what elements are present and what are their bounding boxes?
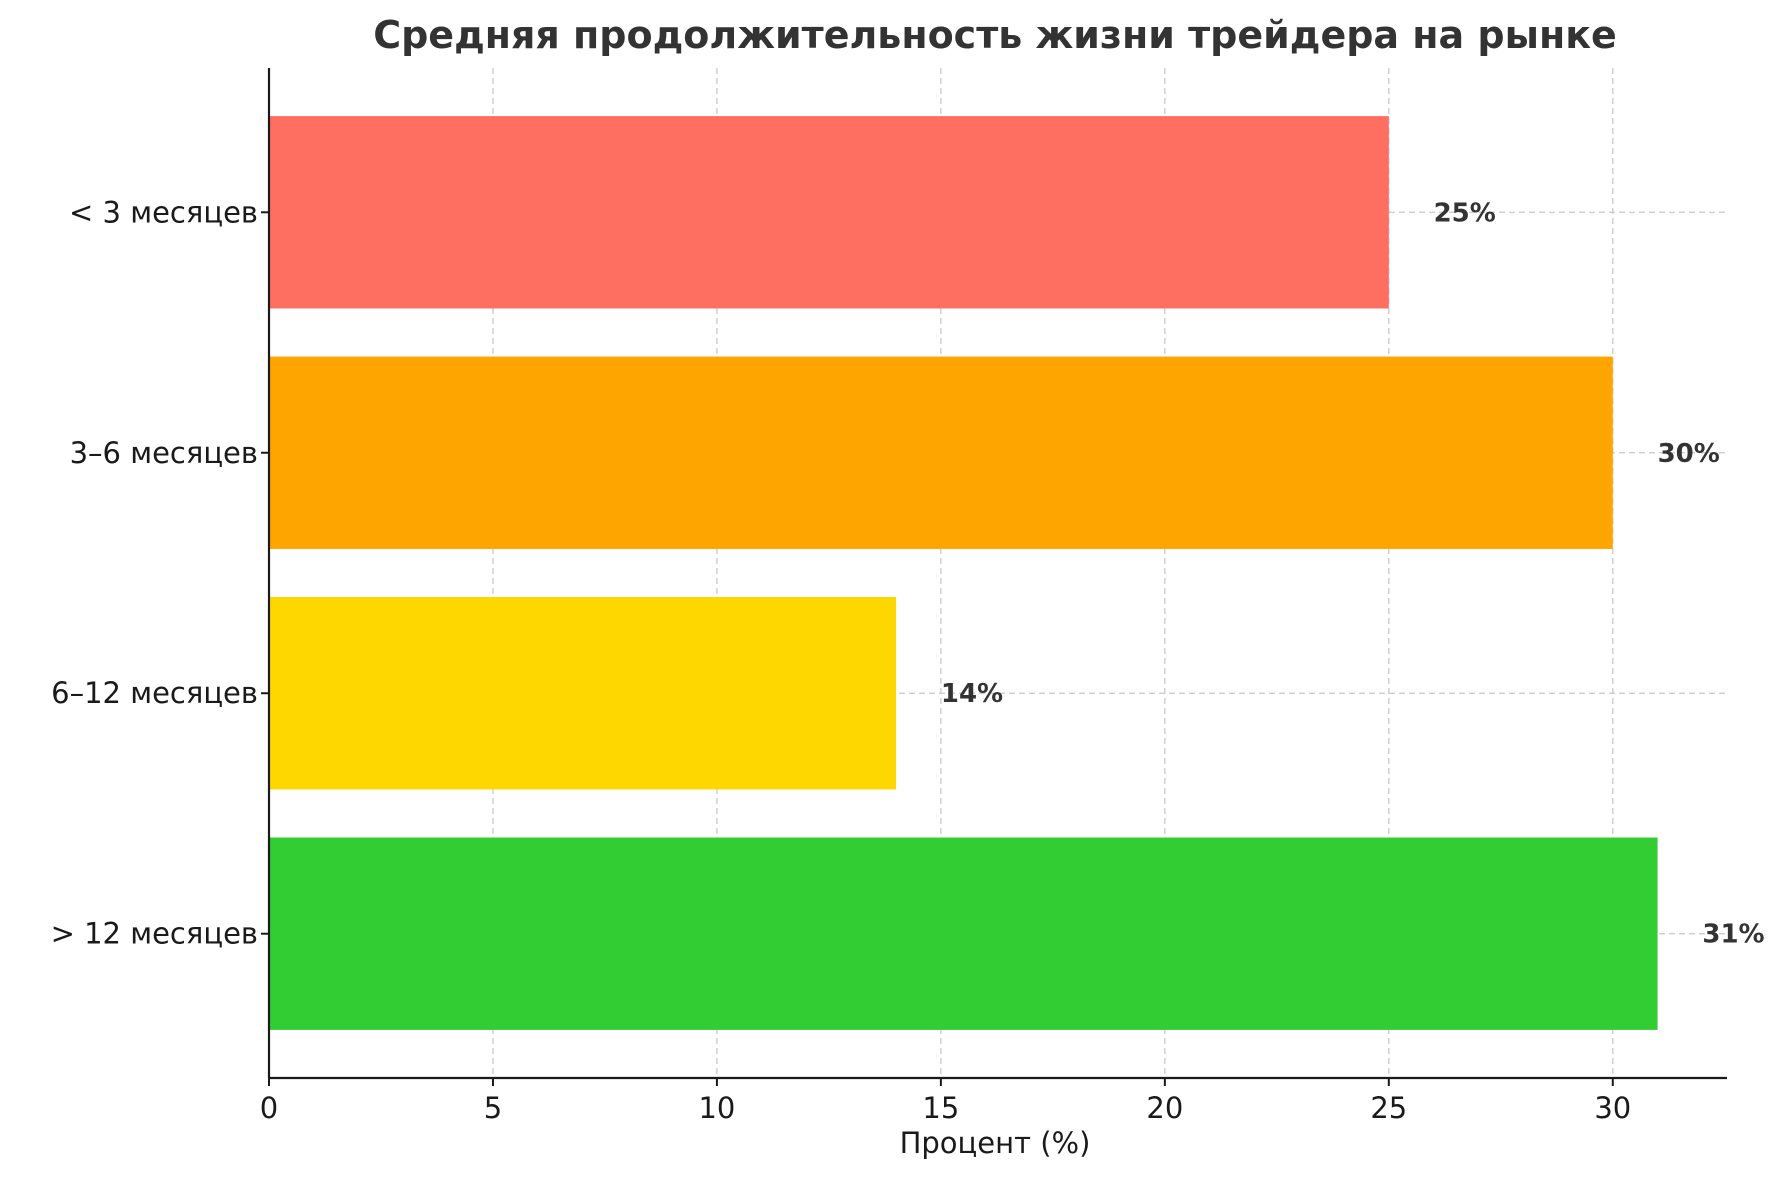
x-axis-label: Процент (%) bbox=[900, 1126, 1091, 1160]
data-label: 30% bbox=[1658, 439, 1720, 469]
x-tick-label: 10 bbox=[698, 1091, 735, 1125]
data-label: 14% bbox=[941, 679, 1003, 709]
data-label-layer: 25% 30% 14% 31% bbox=[941, 198, 1765, 949]
bar bbox=[269, 356, 1613, 549]
y-tick-label: 3–6 месяцев bbox=[70, 436, 258, 470]
y-tick-label: > 12 месяцев bbox=[51, 917, 258, 951]
bar bbox=[269, 837, 1658, 1030]
x-tick-label: 15 bbox=[922, 1091, 959, 1125]
axis-layer: 0 5 10 15 20 25 30 < 3 месяцев 3–6 месяцев 6–12 м… bbox=[51, 68, 1727, 1125]
data-label: 25% bbox=[1434, 198, 1496, 228]
bar bbox=[269, 597, 897, 790]
bar bbox=[269, 116, 1389, 309]
x-tick-label: 5 bbox=[484, 1091, 502, 1125]
x-tick-label: 0 bbox=[260, 1091, 278, 1125]
x-tick-label: 20 bbox=[1146, 1091, 1183, 1125]
y-tick-label: 6–12 месяцев bbox=[51, 676, 258, 710]
x-tick-label: 30 bbox=[1594, 1091, 1631, 1125]
bar-layer bbox=[269, 116, 1658, 1030]
chart-title: Средняя продолжительность жизни трейдера… bbox=[373, 13, 1617, 57]
x-tick-label: 25 bbox=[1370, 1091, 1407, 1125]
data-label: 31% bbox=[1702, 920, 1764, 950]
y-tick-label: < 3 месяцев bbox=[69, 195, 258, 229]
